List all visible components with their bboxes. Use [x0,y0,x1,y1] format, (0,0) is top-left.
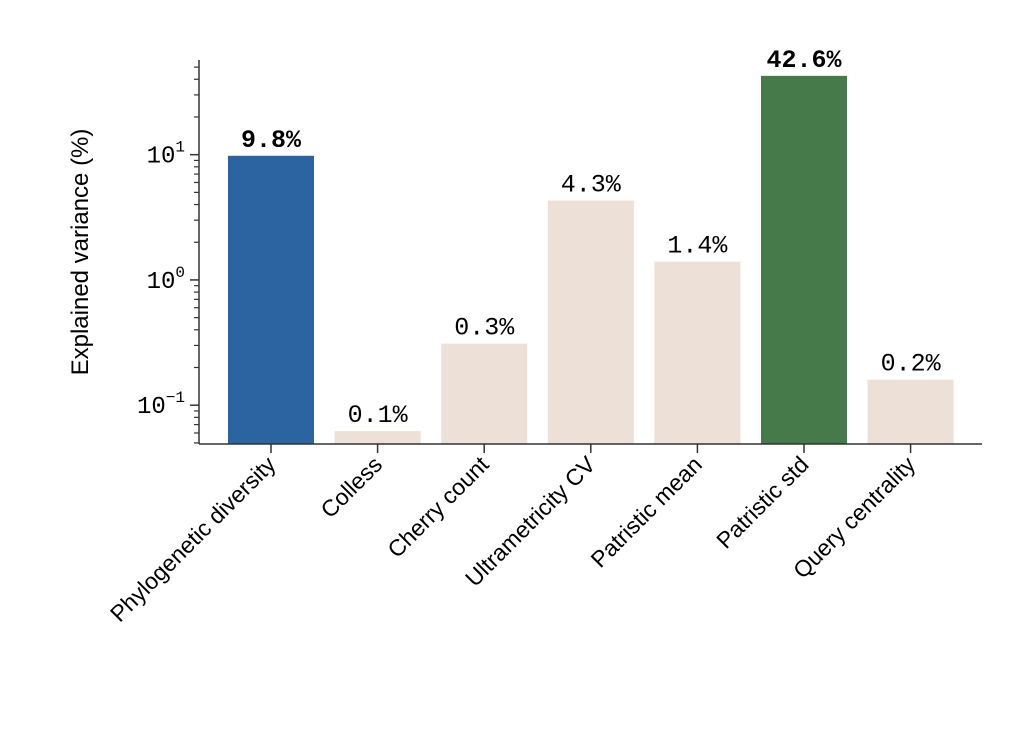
data-label: 9.8% [241,126,302,155]
tick-exponent: 0 [175,264,185,282]
bar-3 [547,200,634,444]
y-tick-label: 10−1 [137,389,185,421]
data-label: 1.4% [667,232,728,261]
y-tick-label: 101 [147,139,185,171]
tick-base: 10 [137,394,166,421]
data-label: 0.3% [454,314,515,343]
bar-4 [654,261,741,444]
y-axis-label: Explained variance (%) [67,129,94,376]
x-tick-label: Patristic mean [586,451,707,572]
bar-0 [228,155,314,444]
bar-6 [867,379,954,444]
x-tick-label: Patristic std [711,451,813,553]
tick-exponent: 1 [175,139,185,157]
bar-1 [334,431,421,444]
data-label: 4.3% [561,171,622,200]
x-tick-label: Cherry count [382,451,494,563]
data-label: 0.2% [881,350,942,379]
x-tick-label: Colless [315,451,387,523]
y-tick-label: 100 [147,264,185,296]
data-label: 0.1% [348,401,409,430]
tick-base: 10 [147,269,176,296]
bar-2 [441,343,528,444]
x-tick-label: Phylogenetic diversity [105,451,281,627]
data-label: 42.6% [766,46,842,75]
bar-5 [761,75,847,444]
tick-exponent: −1 [166,389,185,407]
tick-base: 10 [147,144,176,171]
